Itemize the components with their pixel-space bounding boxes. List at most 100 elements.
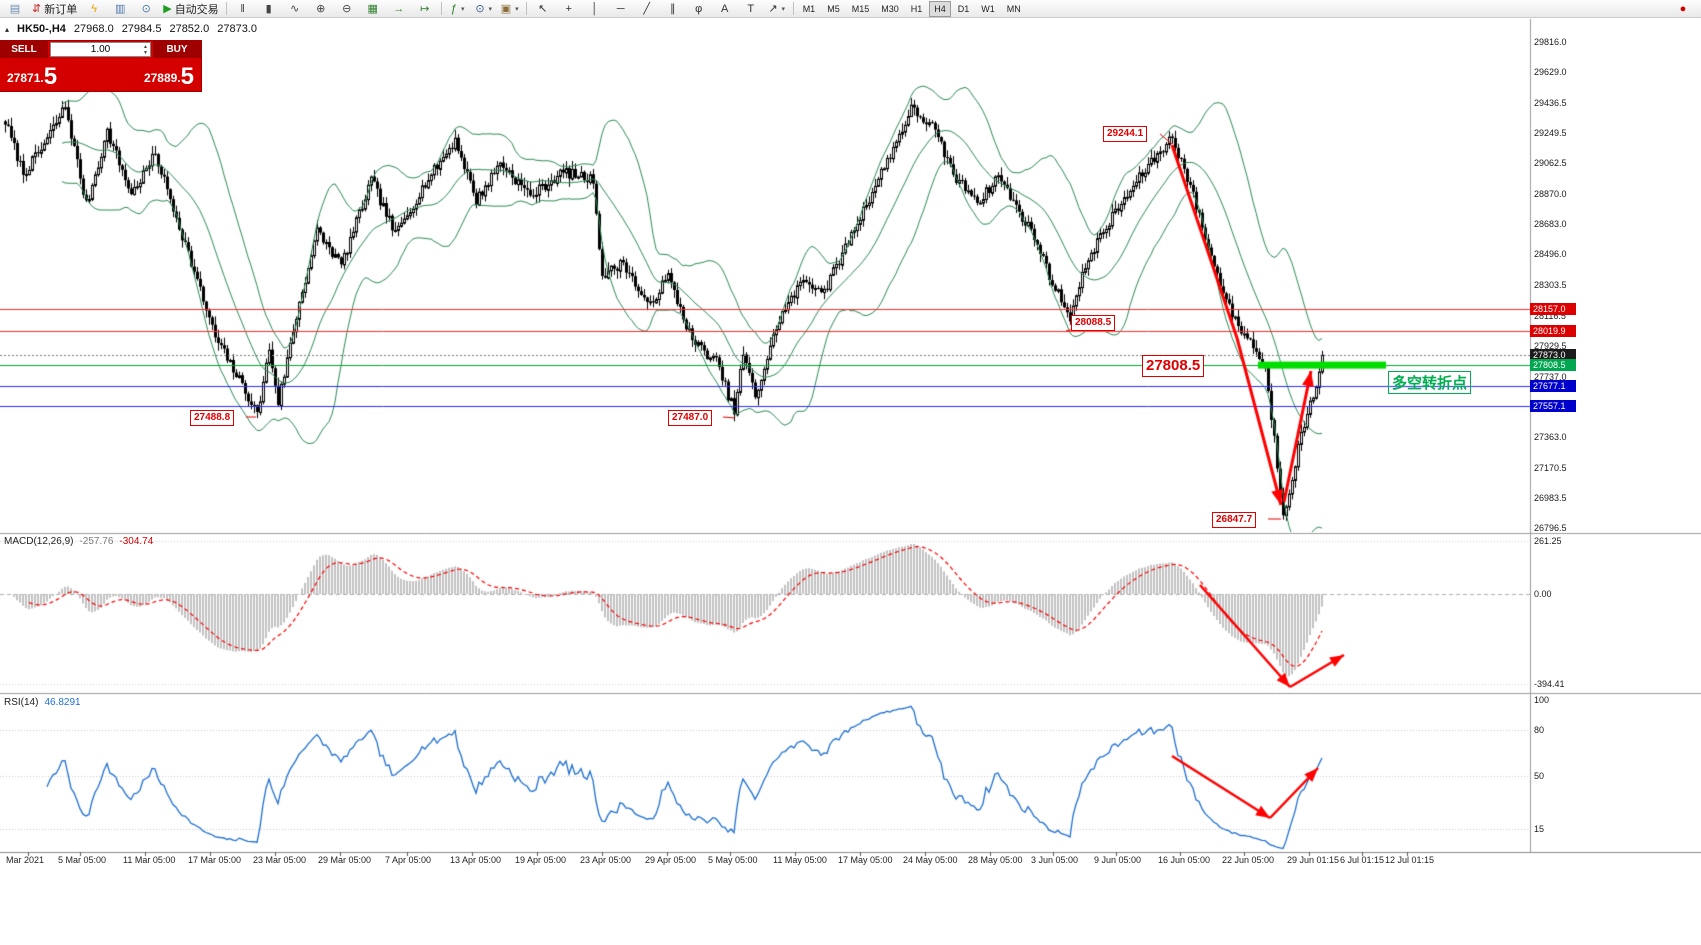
price-axis-label: 26796.5 bbox=[1534, 523, 1567, 533]
ohlc-close: 27873.0 bbox=[217, 23, 257, 35]
line-chart-icon[interactable]: ∿ bbox=[283, 0, 307, 18]
fibonacci-icon[interactable]: φ bbox=[687, 0, 711, 18]
volume-up-icon[interactable]: ▲ bbox=[143, 44, 148, 50]
price-axis-label: 29436.5 bbox=[1534, 98, 1567, 109]
price-axis-label: 29062.5 bbox=[1534, 158, 1567, 169]
time-axis-label: 7 Apr 05:00 bbox=[385, 855, 432, 865]
macd-title: MACD(12,26,9) bbox=[4, 536, 74, 547]
horizontal-line-icon[interactable]: ─ bbox=[609, 0, 633, 18]
new-order-button[interactable]: ⇵ 新订单 bbox=[29, 0, 80, 18]
zoom-out-icon[interactable]: ⊖ bbox=[335, 0, 359, 18]
crosshair-icon-glyph: + bbox=[565, 2, 572, 15]
price-axis-label: 28683.0 bbox=[1534, 219, 1567, 230]
sell-price-big-digit: 5 bbox=[43, 63, 58, 90]
periods-icon[interactable]: ⊙ ▾ bbox=[472, 0, 496, 18]
fibonacci-icon-glyph: φ bbox=[695, 2, 703, 15]
timeframe-h1[interactable]: H1 bbox=[910, 3, 923, 14]
price-callout[interactable]: 26847.7 bbox=[1212, 512, 1257, 528]
candlestick-chart-icon[interactable]: ▮ bbox=[257, 0, 281, 18]
buy-button[interactable]: BUY bbox=[153, 41, 201, 58]
time-axis-label: 11 Mar 05:00 bbox=[123, 855, 176, 865]
buy-price[interactable]: 27889. 5 bbox=[144, 65, 194, 89]
arrows-icon[interactable]: ↗ ▾ bbox=[765, 0, 789, 18]
auto-trading-button-label: 自动交易 bbox=[174, 3, 219, 16]
toolbar-separator bbox=[792, 2, 794, 15]
auto-trading-button[interactable]: ▶ 自动交易 bbox=[160, 0, 221, 18]
bar-chart-icon[interactable]: ‖ bbox=[231, 0, 255, 18]
rsi-axis-label: 100 bbox=[1534, 695, 1550, 705]
cursor-icon[interactable]: ↖ bbox=[531, 0, 555, 18]
channel-icon[interactable]: ∥ bbox=[661, 0, 685, 18]
time-axis-label: 23 Mar 05:00 bbox=[253, 855, 307, 865]
timeframe-m30[interactable]: M30 bbox=[881, 3, 899, 14]
volume-stepper[interactable]: ▲ ▼ bbox=[143, 44, 148, 56]
timeframe-m15[interactable]: M15 bbox=[851, 3, 870, 14]
one-click-collapse-icon[interactable]: ▴ bbox=[5, 24, 10, 34]
label-icon-glyph: T bbox=[747, 2, 755, 15]
timeframe-h4[interactable]: H4 bbox=[929, 0, 951, 17]
price-axis-label: 29816.0 bbox=[1534, 37, 1567, 47]
timeframe-m1[interactable]: M1 bbox=[802, 3, 816, 14]
macd-indicator-label: MACD(12,26,9) -257.76 -304.74 bbox=[4, 536, 153, 547]
rsi-axis-label: 15 bbox=[1534, 824, 1545, 835]
text-icon[interactable]: A bbox=[713, 0, 737, 18]
buy-price-main: 27889. bbox=[143, 71, 181, 85]
volume-down-icon[interactable]: ▼ bbox=[143, 50, 148, 56]
timeframe-m5[interactable]: M5 bbox=[827, 3, 840, 14]
price-callout[interactable]: 27487.0 bbox=[668, 410, 713, 426]
zoom-in-icon-glyph: ⊕ bbox=[316, 3, 326, 15]
trendline-icon[interactable]: ╱ bbox=[635, 0, 659, 18]
templates-icon[interactable]: ▣ ▾ bbox=[498, 0, 522, 18]
line-chart-icon-glyph: ∿ bbox=[290, 3, 300, 15]
indicators-icon-glyph: ƒ bbox=[450, 2, 457, 15]
auto-scroll-icon[interactable]: → bbox=[387, 0, 411, 18]
periods-icon-glyph: ⊙ bbox=[475, 3, 485, 15]
sell-price-main: 27871. bbox=[7, 71, 44, 85]
new-order-button-label: 新订单 bbox=[44, 3, 78, 16]
pivot-price-label[interactable]: 27808.5 bbox=[1142, 355, 1205, 377]
time-axis-label: 11 May 05:00 bbox=[773, 855, 827, 865]
history-center-icon[interactable]: ⊙ bbox=[134, 0, 158, 18]
price-callout[interactable]: 28088.5 bbox=[1071, 315, 1116, 331]
time-axis-label: 23 Apr 05:00 bbox=[580, 855, 632, 865]
timeframe-mn[interactable]: MN bbox=[1006, 3, 1021, 14]
sell-button[interactable]: SELL bbox=[0, 41, 48, 58]
rsi-axis-label: 80 bbox=[1534, 725, 1545, 736]
market-watch-icon[interactable]: ▥ bbox=[108, 0, 132, 18]
macd-axis-label: -394.41 bbox=[1534, 679, 1565, 689]
text-icon-glyph: A bbox=[721, 2, 729, 15]
price-callout[interactable]: 29244.1 bbox=[1103, 126, 1148, 142]
auto-scroll-icon-glyph: → bbox=[393, 2, 405, 15]
chart-shift-icon[interactable]: ↦ bbox=[413, 0, 437, 18]
community-icon[interactable]: ● bbox=[1671, 0, 1695, 18]
turning-point-annotation[interactable]: 多空转折点 bbox=[1388, 371, 1472, 394]
macd-signal-value: -304.74 bbox=[119, 536, 154, 547]
alert-icon[interactable]: ϟ bbox=[82, 0, 106, 18]
crosshair-icon[interactable]: + bbox=[557, 0, 581, 18]
tile-windows-icon[interactable]: ▦ bbox=[361, 0, 385, 18]
zoom-in-icon[interactable]: ⊕ bbox=[309, 0, 333, 18]
channel-icon-glyph: ∥ bbox=[669, 3, 676, 15]
timeframe-w1[interactable]: W1 bbox=[981, 3, 995, 14]
time-axis-label: 9 Jun 05:00 bbox=[1094, 855, 1142, 865]
new-chart-icon[interactable]: ▤ bbox=[3, 0, 27, 18]
macd-axis-label: 0.00 bbox=[1534, 589, 1552, 599]
time-axis-label: 12 Jul 01:15 bbox=[1385, 855, 1435, 865]
macd-main-value: -257.76 bbox=[79, 536, 114, 547]
price-callout[interactable]: 27488.8 bbox=[190, 410, 235, 426]
price-axis-label: 28496.0 bbox=[1534, 249, 1567, 260]
vertical-line-icon[interactable]: │ bbox=[583, 0, 607, 18]
price-axis-label: 27929.5 bbox=[1534, 340, 1567, 351]
indicators-icon[interactable]: ƒ ▾ bbox=[446, 0, 470, 18]
timeframe-d1[interactable]: D1 bbox=[957, 3, 970, 14]
arrows-icon-glyph: ↗ bbox=[768, 3, 778, 15]
chevron-down-icon: ▾ bbox=[460, 5, 465, 13]
label-icon[interactable]: T bbox=[739, 0, 763, 18]
community-icon-glyph: ● bbox=[1679, 2, 1687, 15]
rsi-title: RSI(14) bbox=[4, 697, 39, 708]
sell-price[interactable]: 27871. 5 bbox=[7, 65, 57, 89]
volume-input[interactable]: 1.00 ▲ ▼ bbox=[50, 42, 151, 57]
time-axis-label: 19 Apr 05:00 bbox=[515, 855, 567, 865]
